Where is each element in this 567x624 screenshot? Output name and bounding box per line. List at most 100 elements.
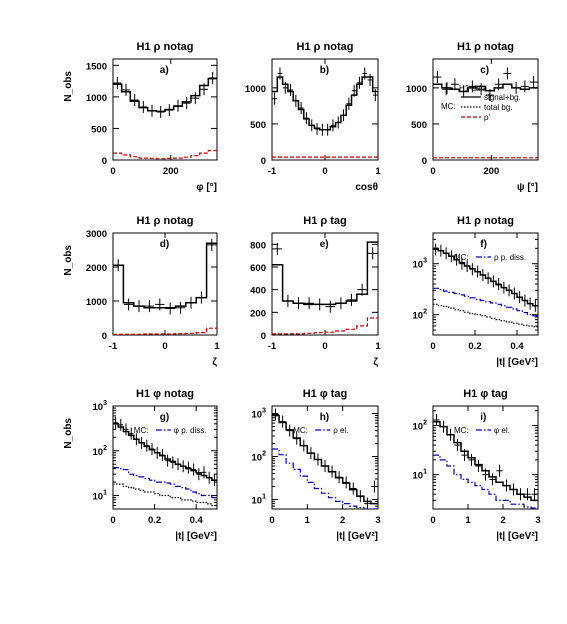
panel-label: b) [320, 65, 329, 76]
panel-h: 0 1 2 3 101 102 103 H1 φ tag h) |t| [GeV²] MC: ρ el… [252, 388, 381, 542]
legend-label: MC: [441, 102, 456, 111]
series--el- [433, 454, 538, 509]
panel-a: 0 200 0 500 1000 1500 H1 ρ notag a) φ [°] N_obs [63, 41, 218, 193]
x-tick-label: -1 [268, 166, 277, 177]
x-axis-label: ζ [212, 357, 217, 368]
y-tick-label: 0 [102, 156, 107, 167]
x-tick-label: 1 [465, 515, 471, 526]
series-group [433, 413, 538, 509]
x-tick-label: 200 [483, 166, 499, 177]
series-total-bg- [113, 483, 217, 507]
panel-title: H1 φ tag [463, 388, 508, 400]
y-tick-label: 101 [93, 490, 108, 503]
series-group [272, 408, 378, 509]
x-tick-label: 1 [375, 166, 381, 177]
panel-label: c) [480, 65, 489, 76]
x-tick-label: 3 [535, 515, 540, 526]
legend-label: MC: [293, 426, 308, 435]
series-group [113, 416, 217, 507]
x-tick-label: 2 [340, 515, 345, 526]
legend: MC: ρ p. diss. [454, 253, 526, 262]
series-group [433, 243, 538, 328]
x-axis-label: |t| [GeV²] [496, 357, 538, 368]
y-tick-label: 0 [102, 331, 107, 342]
panel-title: H1 ρ tag [303, 215, 346, 227]
y-tick-label: 400 [250, 286, 266, 297]
panel-title: H1 ρ notag [457, 215, 514, 227]
y-tick-label: 1500 [86, 61, 107, 72]
y-tick-label: 1000 [86, 297, 107, 308]
x-tick-label: 1 [305, 515, 311, 526]
y-tick-label: 101 [252, 493, 267, 506]
y-tick-label: 500 [411, 120, 427, 131]
series-signal-bg- [272, 414, 378, 505]
series-group [113, 238, 217, 335]
y-tick-label: 102 [413, 420, 428, 433]
y-tick-label: 500 [250, 120, 266, 131]
y-tick-label: 101 [413, 469, 428, 482]
y-axis-label: N_obs [63, 245, 74, 276]
panel-g: 0 0.2 0.4 101 102 103 H1 φ notag g) |t| [GeV²] N_… [63, 388, 218, 542]
x-tick-label: 0.4 [190, 515, 204, 526]
panel-label: f) [480, 239, 487, 250]
x-tick-label: 0.4 [510, 341, 524, 352]
y-tick-label: 0 [422, 156, 427, 167]
y-axis-label: N_obs [63, 418, 74, 449]
legend-label: φ el. [494, 426, 510, 435]
series-total-bg- [433, 303, 538, 328]
panel-title: H1 ρ notag [457, 41, 514, 53]
y-tick-label: 2000 [86, 263, 107, 274]
x-tick-label: 2 [500, 515, 505, 526]
panel-label: a) [160, 65, 169, 76]
series-signal-bg- [113, 77, 217, 113]
series-- [113, 327, 217, 335]
y-tick-label: 3000 [86, 229, 107, 240]
x-axis-label: ψ [°] [517, 182, 538, 193]
x-axis-label: φ [°] [196, 182, 217, 193]
x-tick-label: 3 [375, 515, 380, 526]
series-- [113, 149, 217, 160]
y-tick-label: 0 [261, 156, 266, 167]
x-tick-label: 0 [269, 515, 274, 526]
panel-label: d) [160, 239, 169, 250]
y-tick-label: 800 [250, 240, 266, 251]
panel-label: i) [480, 412, 486, 423]
x-tick-label: -1 [268, 341, 277, 352]
x-tick-label: 0 [430, 341, 435, 352]
x-tick-label: 200 [163, 166, 179, 177]
panel-f: 0 0.2 0.4 102 103 H1 ρ notag f) |t| [GeV²] MC: ρ … [413, 215, 539, 368]
x-tick-label: 0 [110, 515, 115, 526]
x-tick-label: 0 [430, 166, 435, 177]
panel-title: H1 ρ notag [137, 215, 194, 227]
legend-label: ρ' [484, 113, 491, 122]
y-tick-label: 500 [91, 124, 107, 135]
x-tick-label: -1 [109, 341, 118, 352]
x-tick-label: 0.2 [468, 341, 481, 352]
series-signal-bg- [272, 76, 378, 131]
legend-label: ρ p. diss. [494, 253, 526, 262]
panel-title: H1 ρ notag [137, 41, 194, 53]
y-tick-label: 1000 [406, 84, 427, 95]
x-axis-label: ζ [373, 357, 378, 368]
series-group [272, 67, 378, 158]
y-tick-label: 103 [413, 258, 428, 271]
series--p-diss- [113, 467, 217, 499]
legend-label: MC: [454, 426, 469, 435]
series-signal-bg- [433, 83, 538, 93]
panel-i: 0 1 2 3 101 102 H1 φ tag i) |t| [GeV²] MC: φ el. [413, 388, 541, 542]
x-axis-label: |t| [GeV²] [175, 531, 217, 542]
y-tick-label: 1000 [86, 93, 107, 104]
plot-frame [432, 58, 539, 161]
panel-title: H1 φ tag [303, 388, 348, 400]
x-tick-label: 0 [110, 166, 115, 177]
plot-frame [112, 58, 218, 161]
x-axis-label: cosθ [355, 182, 378, 193]
legend: MC: ρ el. [293, 426, 348, 435]
legend-label: signal+bg. [484, 93, 521, 102]
series--p-diss- [433, 287, 538, 317]
series-signal-bg- [433, 420, 538, 502]
